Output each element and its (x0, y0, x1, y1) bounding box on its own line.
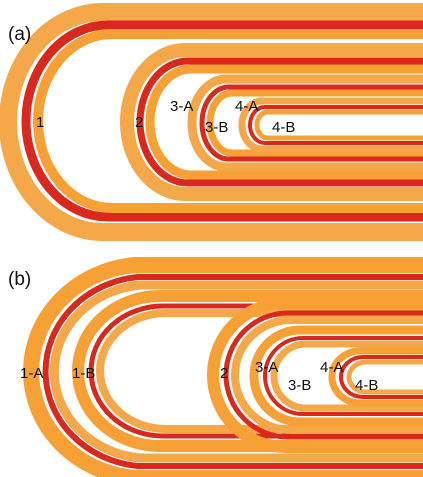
panel-a-coil-label-4b: 4-B (272, 119, 295, 136)
coil-1-band (0, 3, 423, 241)
panel-a-label: (a) (8, 24, 31, 45)
panel-b-coil-label-1b: 1-B (72, 365, 95, 382)
panel-a-coil-label-2: 2 (135, 114, 143, 131)
panel-b-coil-label-4b: 4-B (355, 377, 378, 394)
panel-b-coil-label-1a: 1-A (20, 365, 43, 382)
panel-b: (b) 1-A 1-B 2 3-A 3-B 4-A 4-B (8, 257, 423, 477)
coil-3-band (187, 74, 423, 172)
panel-b-coil-label-2: 2 (220, 365, 228, 382)
coil-2b-band (207, 297, 423, 453)
panel-b-label: (b) (8, 269, 31, 290)
panel-a-coil-label-3b: 3-B (205, 119, 228, 136)
panel-b-coil-label-3b: 3-B (288, 377, 311, 394)
coil-4-band (238, 97, 423, 153)
coil-3b-band (249, 325, 423, 427)
panel-b-coil-label-4a: 4-A (320, 359, 343, 376)
panel-a-coil-label-4a: 4-A (235, 98, 258, 115)
panel-a-coil-label-3a: 3-A (170, 98, 193, 115)
coil-1b-band (72, 290, 423, 452)
coil-4b-band (328, 347, 423, 407)
panel-a: (a) 1 2 3-A 3-B 4-A 4-B (0, 3, 423, 241)
panel-b-coil-label-3a: 3-A (255, 359, 278, 376)
coil-2-band (120, 43, 423, 201)
panel-a-coil-label-1: 1 (36, 114, 44, 131)
coil-1a-band (23, 257, 423, 477)
